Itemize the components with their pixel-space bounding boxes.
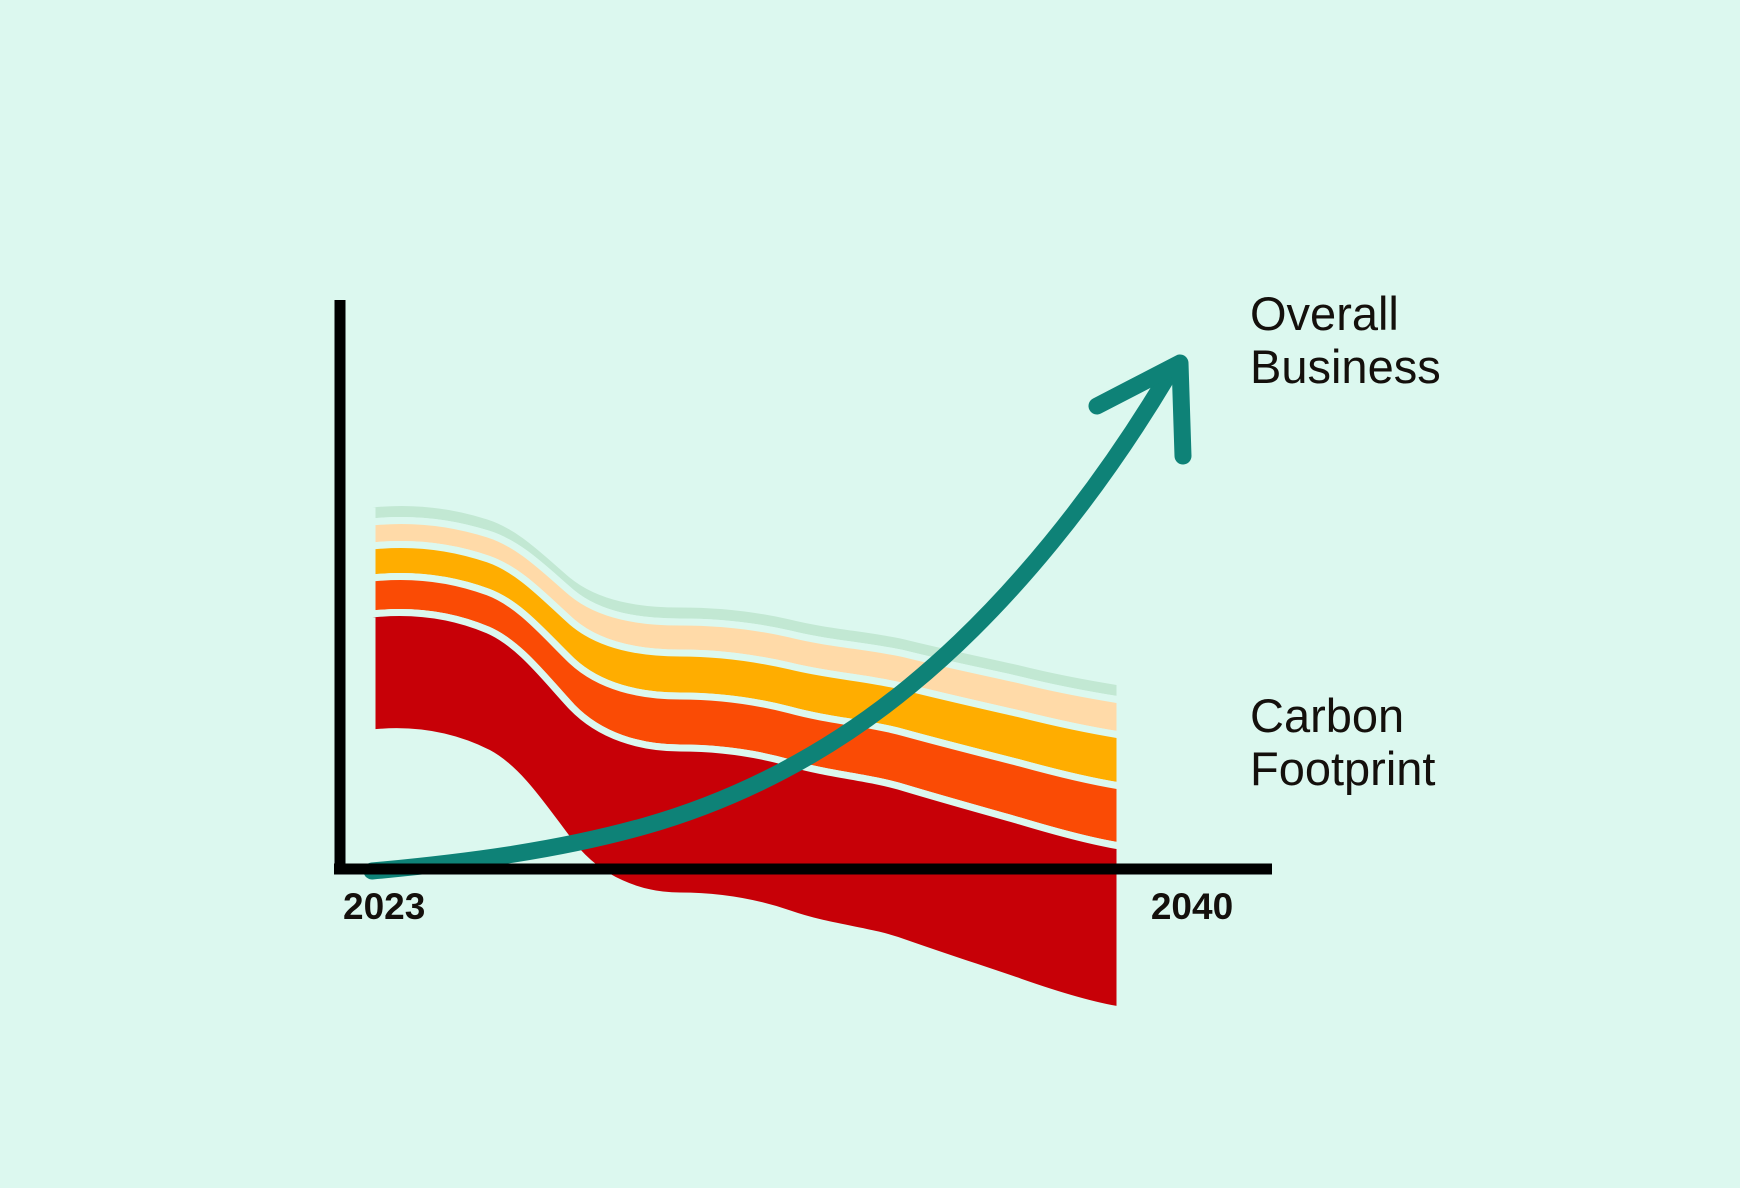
chart-axes: [334, 300, 1272, 875]
carbon-footprint-label-line1: Carbon: [1250, 689, 1404, 742]
overall-business-label-line2: Business: [1250, 340, 1441, 393]
carbon-footprint-label-line2: Footprint: [1250, 742, 1435, 795]
overall-business-line: [363, 363, 1179, 880]
overall-business-trend: [363, 354, 1192, 880]
x-tick-label-end: 2040: [1151, 886, 1233, 927]
x-tick-label-start: 2023: [343, 886, 425, 927]
annotation-overall-business: Overall Business: [1250, 287, 1441, 393]
stacked-area-bands: [368, 499, 1124, 1014]
annotation-carbon-footprint: Carbon Footprint: [1250, 689, 1435, 795]
overall-business-label-line1: Overall: [1250, 287, 1399, 340]
overall-business-arrow-icon: [1088, 354, 1192, 465]
area-band-scope1: [368, 609, 1124, 1014]
